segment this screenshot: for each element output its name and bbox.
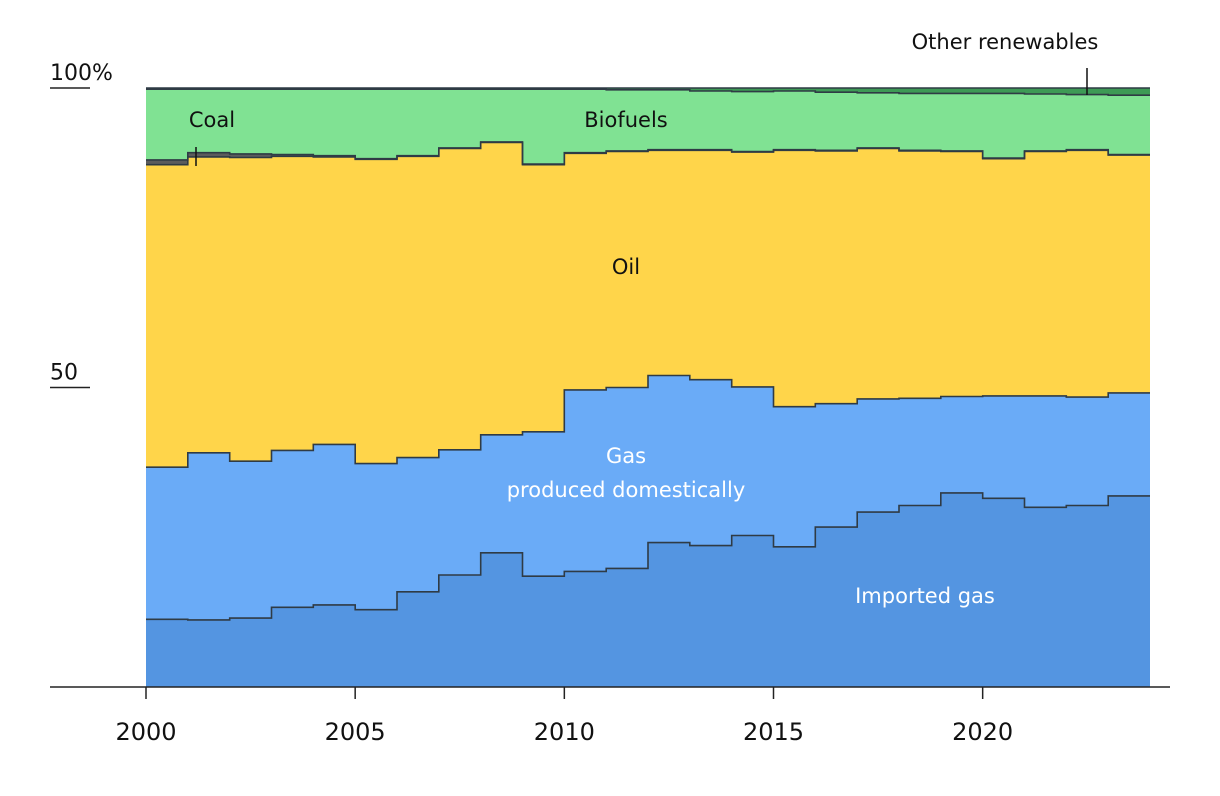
label-other-renewables: Other renewables [912,30,1099,54]
boundary-coal [146,141,1150,165]
label-gas-domestic-line2: produced domestically [507,478,746,502]
label-imported-gas: Imported gas [855,584,995,608]
x-tick-label-2020: 2020 [952,718,1013,746]
label-coal: Coal [189,108,235,132]
label-biofuels: Biofuels [584,108,668,132]
label-oil: Oil [612,255,640,279]
x-tick-label-2005: 2005 [325,718,386,746]
series-areas [146,88,1150,687]
area-imported-gas [146,492,1150,687]
boundary-imported-gas [146,492,1150,621]
x-tick-label-2015: 2015 [743,718,804,746]
y-tick-label-50: 50 [50,361,78,386]
x-tick-label-2000: 2000 [115,718,176,746]
x-axis-ticks: 2000 2005 2010 2015 2020 [115,687,1013,746]
series-boundaries [146,87,1150,621]
y-tick-label-100: 100% [50,61,113,86]
label-gas-domestic-line1: Gas [606,444,646,468]
area-oil [146,142,1150,468]
y-axis-ticks: 100% 50 [50,61,113,389]
boundary-biofuels [146,88,1150,96]
x-tick-label-2010: 2010 [534,718,595,746]
area-biofuels [146,89,1150,165]
area-gas-produced-domestically [146,375,1150,620]
series-labels: Imported gas Gas produced domestically O… [189,30,1098,608]
boundary-gas-produced-domestically [146,374,1150,468]
